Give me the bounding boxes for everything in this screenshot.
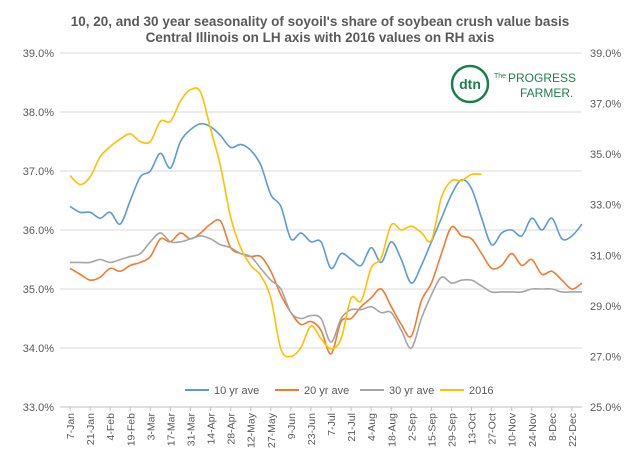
series-line-10-yr-ave — [69, 122, 583, 284]
x-tick-label: 29-Sep — [447, 413, 459, 447]
x-tick-label: 27-Oct — [487, 413, 499, 445]
right-tick-label: 37.0% — [590, 99, 621, 111]
x-tick-label: 12-May — [246, 412, 258, 448]
legend: 10 yr ave 20 yr ave 30 yr ave 2016 — [185, 385, 493, 397]
right-tick-label: 27.0% — [590, 351, 621, 363]
left-tick-label: 36.0% — [23, 225, 54, 237]
x-tick-label: 10-Nov — [507, 412, 519, 447]
x-tick-label: 27-May — [266, 412, 278, 448]
x-tick-label: 3-Mar — [145, 412, 157, 440]
x-tick-label: 18-Aug — [386, 413, 398, 447]
x-tick-label: 22-Dec — [567, 413, 579, 447]
x-tick-label: 7-Jul — [326, 413, 338, 436]
x-tick-label: 4-Aug — [366, 413, 378, 441]
x-tick-label: 28-Apr — [226, 412, 238, 444]
left-y-axis: 33.0% 34.0% 35.0% 36.0% 37.0% 38.0% 39.0% — [23, 48, 54, 414]
chart-title: 10, 20, and 30 year seasonality of soyoi… — [70, 14, 570, 29]
right-tick-label: 31.0% — [590, 250, 621, 262]
gridlines — [60, 52, 582, 408]
x-tick-label: 9-Jun — [286, 413, 298, 439]
right-tick-label: 29.0% — [590, 301, 621, 313]
x-axis: 7-Jan 21-Jan 4-Feb 19-Feb 3-Mar 17-Mar 31-Mar 1… — [60, 406, 582, 448]
series-line-2016 — [69, 87, 482, 358]
series-layer — [69, 87, 583, 358]
svg-text:PROGRESSIVE: PROGRESSIVE — [508, 71, 576, 85]
legend-label: 2016 — [469, 385, 493, 397]
x-tick-label: 21-Jan — [85, 413, 97, 445]
x-tick-label: 17-Mar — [165, 413, 177, 447]
series-line-30-yr-ave — [70, 232, 582, 349]
x-tick-label: 15-Sep — [426, 413, 438, 447]
svg-text:FARMER.: FARMER. — [520, 86, 573, 100]
x-tick-label: 4-Feb — [105, 413, 117, 441]
right-tick-label: 39.0% — [590, 48, 621, 60]
x-tick-label: 14-Apr — [206, 412, 218, 444]
left-tick-label: 38.0% — [23, 107, 54, 119]
right-tick-label: 33.0% — [590, 200, 621, 212]
x-tick-label: 2-Sep — [406, 413, 418, 441]
svg-text:The: The — [494, 73, 506, 80]
dtn-progressive-farmer-logo: dtn The PROGRESSIVE FARMER. — [450, 64, 595, 104]
right-tick-label: 35.0% — [590, 149, 621, 161]
left-tick-label: 37.0% — [23, 166, 54, 178]
left-tick-label: 39.0% — [23, 48, 54, 60]
right-y-axis: 25.0% 27.0% 29.0% 31.0% 33.0% 35.0% 37.0% 39.0% — [590, 48, 621, 414]
svg-text:dtn: dtn — [459, 76, 481, 92]
x-tick-label: 7-Jan — [65, 413, 77, 439]
x-tick-label: 31-Mar — [186, 413, 198, 447]
right-tick-label: 25.0% — [590, 402, 621, 414]
x-tick-label: 19-Feb — [125, 413, 137, 446]
x-tick-label: 23-Jun — [306, 413, 318, 445]
left-tick-label: 35.0% — [23, 284, 54, 296]
x-tick-label: 13-Oct — [467, 413, 479, 445]
x-tick-label: 21-Jul — [346, 413, 358, 442]
chart-subtitle: Central Illinois on LH axis with 2016 va… — [145, 30, 495, 45]
left-tick-label: 33.0% — [23, 402, 54, 414]
legend-label: 20 yr ave — [304, 385, 349, 397]
legend-label: 10 yr ave — [214, 385, 259, 397]
x-tick-label: 24-Nov — [527, 412, 539, 447]
legend-label: 30 yr ave — [389, 385, 434, 397]
left-tick-label: 34.0% — [23, 343, 54, 355]
x-tick-label: 8-Dec — [547, 413, 559, 441]
